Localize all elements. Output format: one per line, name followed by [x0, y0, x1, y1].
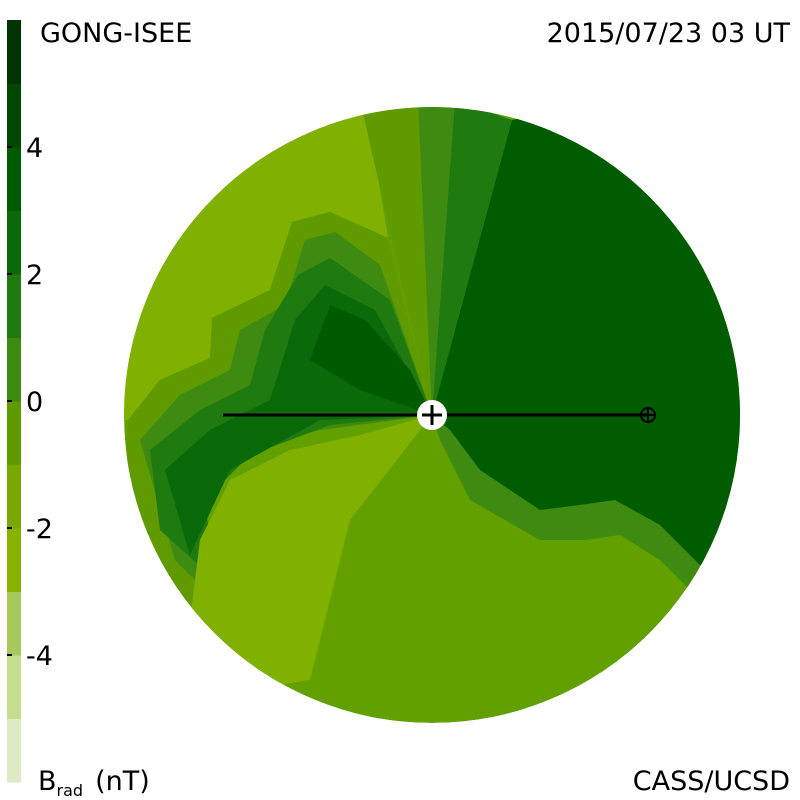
colorbar-band: [7, 83, 21, 148]
synoptic-disk: [124, 107, 740, 723]
sun-marker: [422, 405, 442, 425]
colorbar: 4 2 0 -2 -4: [7, 20, 53, 783]
region: [310, 305, 432, 415]
colorbar-label: Brad (nT): [38, 766, 150, 800]
region: [418, 107, 455, 415]
colorbar-band: [7, 20, 21, 84]
colorbar-band: [7, 655, 21, 719]
colorbar-band: [7, 147, 21, 211]
colorbar-band: [7, 528, 21, 592]
colorbar-band: [7, 718, 21, 783]
title: GONG-ISEE: [40, 18, 192, 49]
tick-label: -2: [26, 514, 53, 545]
colorbar-band: [7, 591, 21, 656]
timestamp: 2015/07/23 03 UT: [547, 18, 791, 49]
colorbar-band: [7, 401, 21, 465]
colorbar-band: [7, 464, 21, 529]
earth-cross: [641, 408, 655, 422]
region: [360, 107, 432, 415]
tick-label: 0: [26, 387, 43, 418]
tick-label: 2: [26, 260, 43, 291]
tick-label: -4: [26, 641, 53, 672]
tick-label: 4: [26, 133, 43, 164]
region: [432, 107, 512, 415]
label-symbol: B: [38, 766, 57, 797]
label-subscript: rad: [57, 781, 84, 800]
colorbar-band: [7, 274, 21, 338]
colorbar-band: [7, 210, 21, 275]
label-unit: (nT): [95, 766, 150, 797]
credit: CASS/UCSD: [633, 766, 790, 797]
colorbar-band: [7, 337, 21, 402]
region: [180, 415, 432, 700]
